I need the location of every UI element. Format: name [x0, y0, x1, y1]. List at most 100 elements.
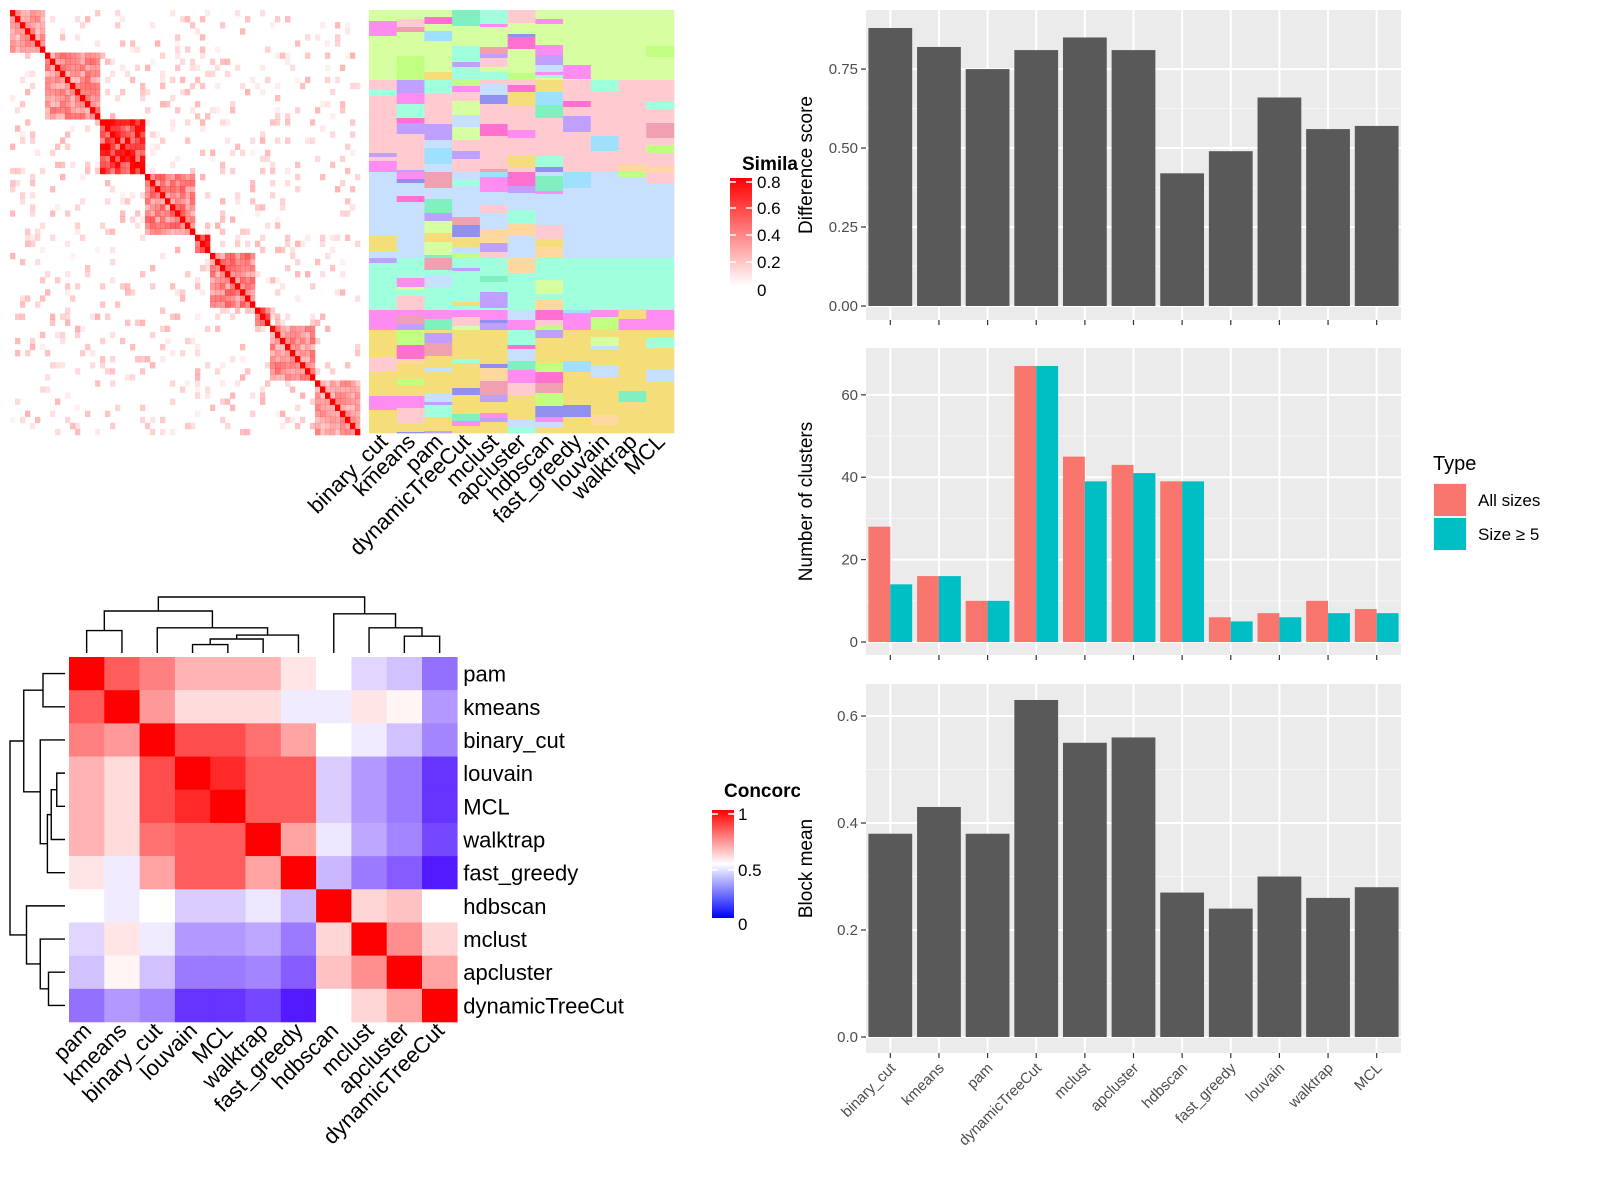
assignment-cell	[535, 417, 564, 423]
similarity-cell	[290, 374, 296, 381]
similarity-cell	[105, 313, 111, 320]
similarity-cell	[330, 404, 336, 412]
similarity-cell	[85, 82, 91, 90]
similarity-cell	[145, 173, 151, 181]
concordance-cell	[316, 955, 352, 990]
similarity-cell	[355, 173, 361, 181]
similarity-cell	[75, 34, 81, 41]
similarity-cell	[275, 52, 281, 59]
similarity-cell	[60, 28, 66, 35]
similarity-cell	[120, 119, 126, 126]
concordance-cell	[280, 690, 317, 724]
concordance-cell	[104, 856, 140, 890]
concordance-cell	[422, 789, 458, 824]
similarity-cell	[95, 428, 101, 436]
similarity-cell	[75, 331, 81, 339]
similarity-cell	[170, 76, 176, 84]
assignment-cell	[646, 258, 675, 262]
similarity-cell	[95, 95, 101, 102]
assignment-cell	[590, 415, 619, 426]
similarity-cell	[230, 404, 236, 412]
assignment-cell	[369, 357, 398, 372]
concordance-cell	[245, 922, 282, 956]
similarity-cell	[275, 368, 281, 375]
similarity-cell	[325, 76, 331, 84]
assignment-cell	[590, 258, 619, 274]
assignment-cell	[590, 330, 619, 338]
similarity-cell	[185, 210, 191, 217]
similarity-cell	[235, 289, 241, 296]
similarity-cell	[90, 82, 96, 90]
similarity-cell	[275, 222, 281, 229]
similarity-cell	[200, 16, 206, 23]
assignment-cell	[507, 420, 536, 428]
similarity-cell	[40, 22, 46, 29]
similarity-cell	[270, 277, 276, 284]
similarity-cell	[110, 143, 116, 150]
assignment-cell	[424, 319, 453, 331]
similarity-cell	[65, 283, 71, 290]
assignment-cell	[452, 201, 481, 218]
y-tick-label: 0.75	[829, 61, 858, 78]
concordance-row-label: louvain	[463, 761, 533, 786]
similarity-cell	[135, 155, 141, 163]
similarity-cell	[30, 70, 36, 78]
assignment-cell	[452, 345, 481, 360]
similarity-cell	[20, 10, 26, 17]
assignment-cell	[396, 170, 425, 173]
assignment-cell	[646, 15, 675, 25]
bar	[987, 600, 1010, 642]
similarity-cell	[95, 40, 101, 47]
assignment-cell	[646, 233, 675, 243]
similarity-cell	[215, 301, 221, 308]
bar	[1257, 97, 1302, 306]
similarity-cell	[145, 228, 151, 235]
similarity-cell	[305, 234, 311, 242]
similarity-cell	[40, 40, 46, 47]
similarity-cell	[110, 119, 116, 126]
similarity-cell	[320, 398, 326, 405]
similarity-cell	[160, 204, 166, 211]
x-tick-label: fast_greedy	[1172, 1059, 1240, 1127]
similarity-cell	[235, 258, 241, 266]
similarity-cell	[235, 301, 241, 308]
similarity-cell	[200, 46, 206, 53]
similarity-cell	[245, 301, 251, 308]
assignment-cell	[590, 398, 619, 410]
similarity-cell	[50, 410, 56, 418]
similarity-cell	[75, 70, 81, 78]
similarity-cell	[105, 155, 111, 163]
similarity-cell	[280, 356, 286, 363]
similarity-cell	[345, 143, 351, 150]
assignment-cell	[590, 251, 619, 259]
similarity-cell	[330, 161, 336, 169]
assignment-cell	[507, 224, 536, 237]
similarity-cell	[110, 186, 116, 193]
similarity-cell	[330, 410, 336, 418]
bar	[1014, 700, 1059, 1037]
assignment-cell	[590, 136, 619, 152]
assignment-cell	[479, 282, 508, 293]
similarity-cell	[335, 76, 341, 84]
similarity-cell	[215, 283, 221, 290]
similarity-cell	[85, 271, 91, 278]
similarity-cell	[345, 28, 351, 35]
similarity-cell	[225, 119, 231, 126]
similarity-cell	[115, 137, 121, 144]
similarity-cell	[55, 64, 61, 72]
concordance-cell	[69, 756, 105, 791]
similarity-cell	[195, 313, 201, 320]
similarity-cell	[165, 222, 171, 229]
assignment-cell	[535, 19, 564, 25]
similarity-cell	[90, 70, 96, 78]
assignment-cell	[396, 310, 425, 317]
similarity-cell	[110, 277, 116, 284]
similarity-cell	[115, 161, 121, 169]
similarity-cell	[75, 228, 81, 235]
assignment-cell	[479, 418, 508, 423]
assignment-cell	[369, 157, 398, 162]
similarity-cell	[150, 186, 156, 193]
similarity-cell	[55, 88, 61, 96]
similarity-cell	[220, 398, 226, 405]
similarity-cell	[25, 34, 31, 41]
